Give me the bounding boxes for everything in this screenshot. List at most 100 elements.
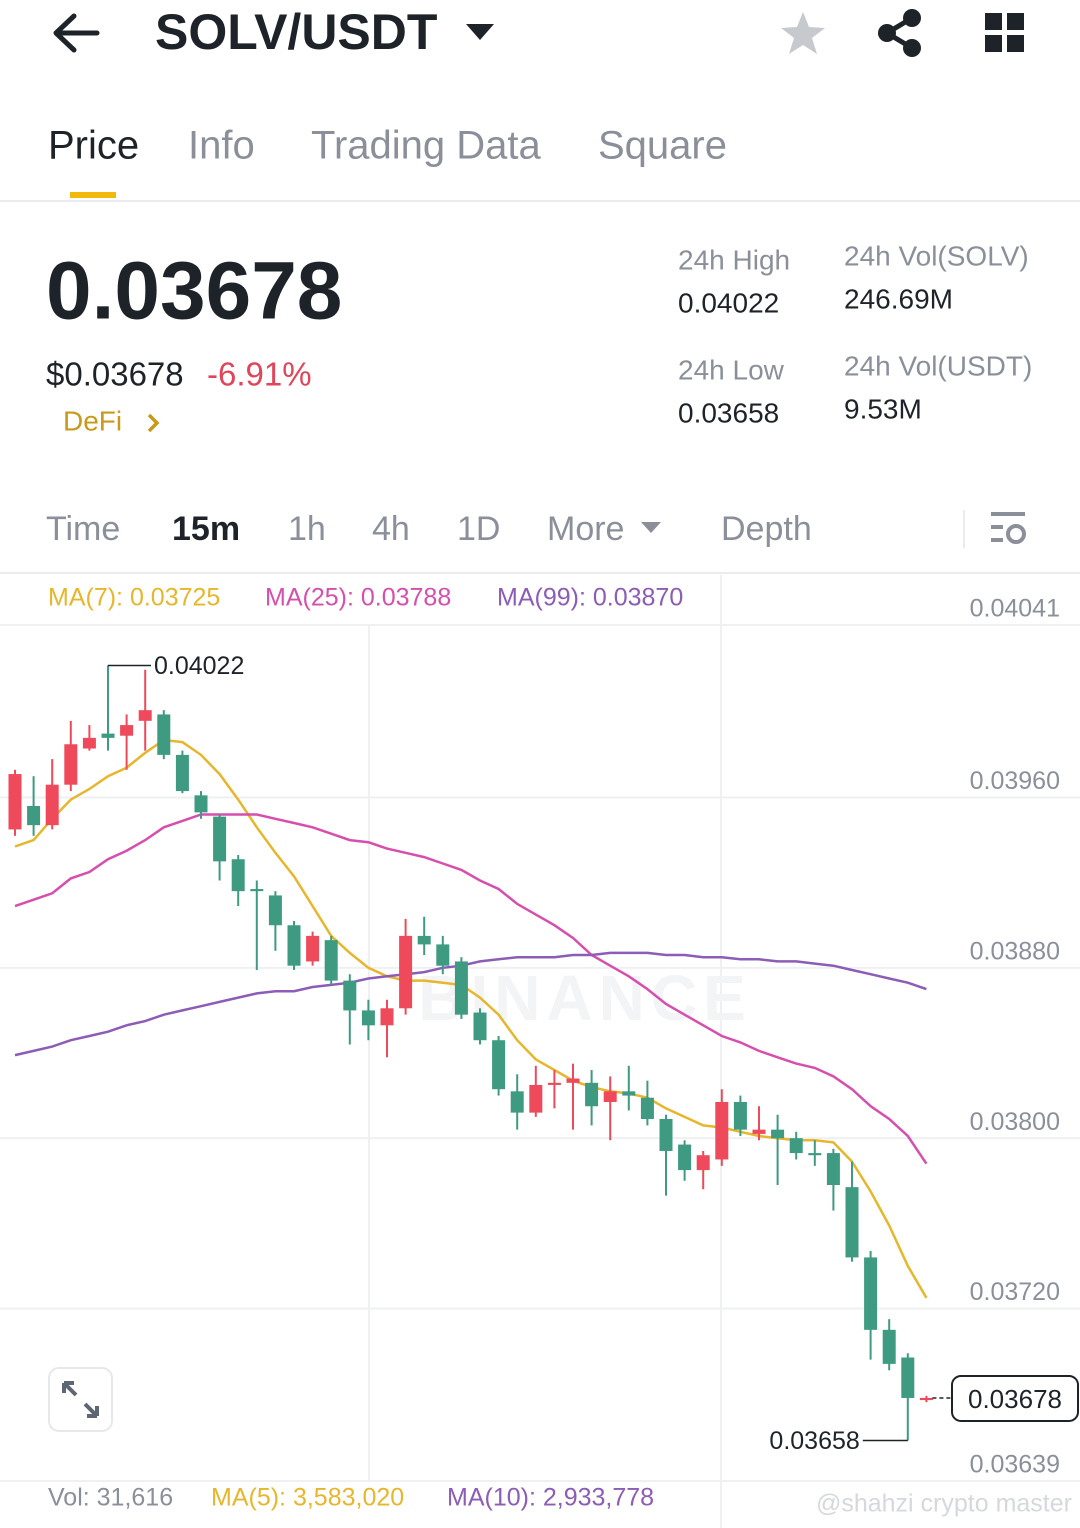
candle-body	[826, 1153, 840, 1186]
candle-body	[752, 1129, 766, 1134]
stat-value: 246.69M	[844, 283, 953, 314]
candle-body	[919, 1397, 933, 1401]
candle-body	[8, 774, 22, 830]
candle-body	[436, 944, 450, 966]
candle-body	[678, 1144, 692, 1171]
fullscreen-icon[interactable]	[62, 1381, 99, 1418]
candle-body	[882, 1329, 896, 1364]
ma-line	[14, 813, 928, 1165]
interval-option[interactable]: Time	[46, 510, 120, 548]
candle-body	[268, 895, 282, 926]
candle-body	[417, 935, 431, 945]
tab[interactable]: Trading Data	[311, 124, 542, 168]
stat-label: 24h Vol(USDT)	[844, 350, 1032, 381]
candle-body	[324, 940, 338, 981]
ma-legend: MA(7): 0.03725	[48, 584, 220, 612]
last-price: 0.03678	[46, 246, 342, 337]
layout-button[interactable]	[985, 13, 1024, 52]
candle-body	[492, 1040, 506, 1090]
candle-body	[510, 1091, 524, 1113]
volume-indicator: MA(5): 3,583,020	[211, 1484, 404, 1512]
candle-body	[622, 1091, 636, 1096]
tab[interactable]: Square	[598, 124, 727, 168]
stat-label: 24h High	[678, 244, 790, 275]
candle-body	[771, 1129, 785, 1139]
candle-body	[529, 1084, 543, 1113]
candle-body	[659, 1119, 673, 1151]
stat-value: 0.03658	[678, 397, 779, 428]
stat-value: 9.53M	[844, 393, 922, 424]
back-button[interactable]	[53, 13, 100, 53]
candle-body	[399, 935, 413, 1009]
candle-body	[864, 1257, 878, 1330]
candle-body	[157, 714, 171, 755]
candle-body	[82, 737, 96, 749]
candle-body	[789, 1138, 803, 1154]
tab-indicator	[70, 192, 116, 198]
candle-body	[454, 961, 468, 1015]
interval-option[interactable]: 4h	[372, 510, 410, 548]
candle-body	[640, 1097, 654, 1120]
interval-option[interactable]: Depth	[721, 510, 812, 548]
watermark: @shahzi crypto master	[816, 1490, 1072, 1518]
share-button[interactable]	[878, 9, 921, 57]
y-tick-label: 0.04041	[970, 595, 1060, 623]
y-tick-label: 0.03880	[970, 937, 1060, 965]
y-tick-label: 0.03960	[970, 767, 1060, 795]
pair-title[interactable]: SOLV/USDT	[155, 4, 437, 60]
y-tick-label: 0.03720	[970, 1278, 1060, 1306]
candle-body	[287, 925, 301, 966]
stat-value: 0.04022	[678, 287, 779, 318]
favorite-star[interactable]	[781, 12, 825, 54]
high-label: 0.04022	[154, 652, 244, 680]
usd-price: $0.03678	[46, 356, 184, 393]
low-label: 0.03658	[769, 1427, 859, 1455]
stat-label: 24h Low	[678, 354, 785, 385]
last-price-label: 0.03678	[968, 1384, 1062, 1414]
volume-indicator: Vol: 31,616	[48, 1484, 173, 1512]
category-tag[interactable]: DeFi	[63, 405, 122, 436]
interval-option[interactable]: 1h	[288, 510, 326, 548]
candle-body	[603, 1091, 617, 1102]
candle-body	[138, 710, 152, 721]
more-dropdown[interactable]	[641, 522, 661, 533]
candle-body	[901, 1357, 915, 1398]
candle-body	[45, 784, 59, 826]
candle-body	[696, 1155, 710, 1171]
candle-body	[547, 1082, 561, 1085]
candle-body	[361, 1010, 375, 1026]
candle-body	[380, 1008, 394, 1026]
candle-body	[473, 1012, 487, 1041]
stat-label: 24h Vol(SOLV)	[844, 240, 1029, 271]
ma-legend: MA(99): 0.03870	[497, 584, 683, 612]
chart-settings[interactable]	[991, 512, 1026, 544]
candle-body	[101, 733, 115, 738]
candle-body	[306, 935, 320, 962]
candle-body	[733, 1101, 747, 1130]
interval-option[interactable]: 15m	[172, 510, 240, 548]
candle-body	[120, 725, 134, 736]
tab[interactable]: Info	[188, 124, 255, 168]
tag-chevron[interactable]	[147, 413, 160, 433]
candle-body	[231, 859, 245, 892]
volume-indicator: MA(10): 2,933,778	[447, 1484, 654, 1512]
interval-option[interactable]: More	[547, 510, 624, 548]
pair-dropdown[interactable]	[466, 24, 494, 40]
candle-body	[585, 1082, 599, 1107]
candle-body	[194, 795, 208, 813]
ma-legend: MA(25): 0.03788	[265, 584, 451, 612]
candle-body	[845, 1187, 859, 1258]
tab[interactable]: Price	[48, 124, 139, 168]
interval-option[interactable]: 1D	[457, 510, 500, 548]
fullscreen-button[interactable]	[48, 1367, 113, 1432]
candle-body	[566, 1078, 580, 1083]
candle-body	[27, 805, 41, 826]
candle-body	[64, 744, 78, 785]
candle-body	[343, 980, 357, 1011]
candle-body	[175, 754, 189, 792]
candle-body	[808, 1153, 822, 1156]
y-tick-label: 0.03639	[970, 1451, 1060, 1479]
chart-watermark: BINANCE	[418, 962, 752, 1034]
price-change: -6.91%	[207, 356, 312, 393]
